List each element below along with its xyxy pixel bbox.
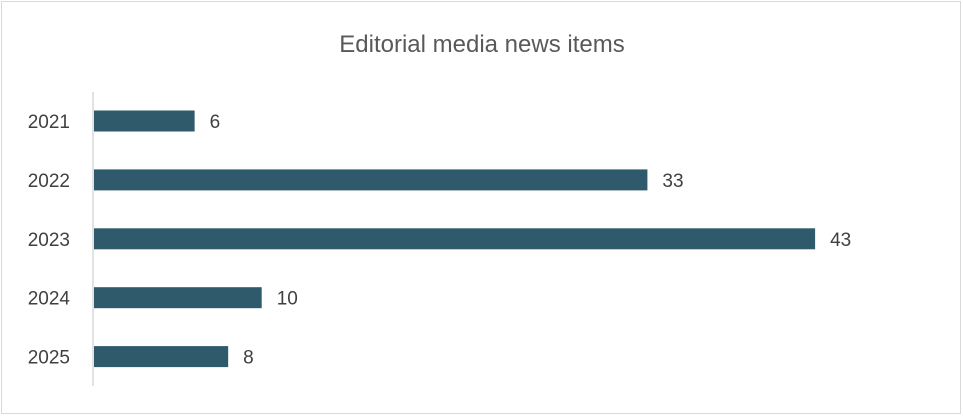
y-tick-label: 2024 xyxy=(28,289,71,310)
y-tick-label: 2025 xyxy=(28,348,70,369)
y-tick-label: 2021 xyxy=(28,112,70,133)
data-label: 10 xyxy=(277,289,298,310)
bar-2024 xyxy=(94,287,262,309)
data-label: 33 xyxy=(662,171,683,192)
data-label: 8 xyxy=(243,348,254,369)
bar-2022 xyxy=(94,169,648,191)
data-labels: 6 33 43 10 8 xyxy=(210,112,852,369)
data-label: 43 xyxy=(830,230,851,251)
bar-2021 xyxy=(94,110,195,132)
bar-2025 xyxy=(94,346,229,368)
y-tick-labels: 2021 2022 2023 2024 2025 xyxy=(28,112,71,369)
y-tick-label: 2022 xyxy=(28,171,70,192)
chart-title: Editorial media news items xyxy=(339,31,624,58)
bar-2023 xyxy=(94,228,816,250)
bars-group xyxy=(94,110,816,368)
y-tick-label: 2023 xyxy=(28,230,70,251)
data-label: 6 xyxy=(210,112,221,133)
